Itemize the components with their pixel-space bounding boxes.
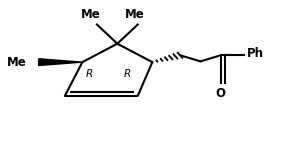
- Polygon shape: [39, 59, 82, 66]
- Text: R: R: [124, 69, 131, 79]
- Text: R: R: [86, 69, 93, 79]
- Text: Me: Me: [81, 8, 101, 21]
- Text: Me: Me: [125, 8, 145, 21]
- Text: O: O: [216, 87, 226, 100]
- Text: Ph: Ph: [247, 47, 264, 60]
- Text: Me: Me: [7, 56, 27, 69]
